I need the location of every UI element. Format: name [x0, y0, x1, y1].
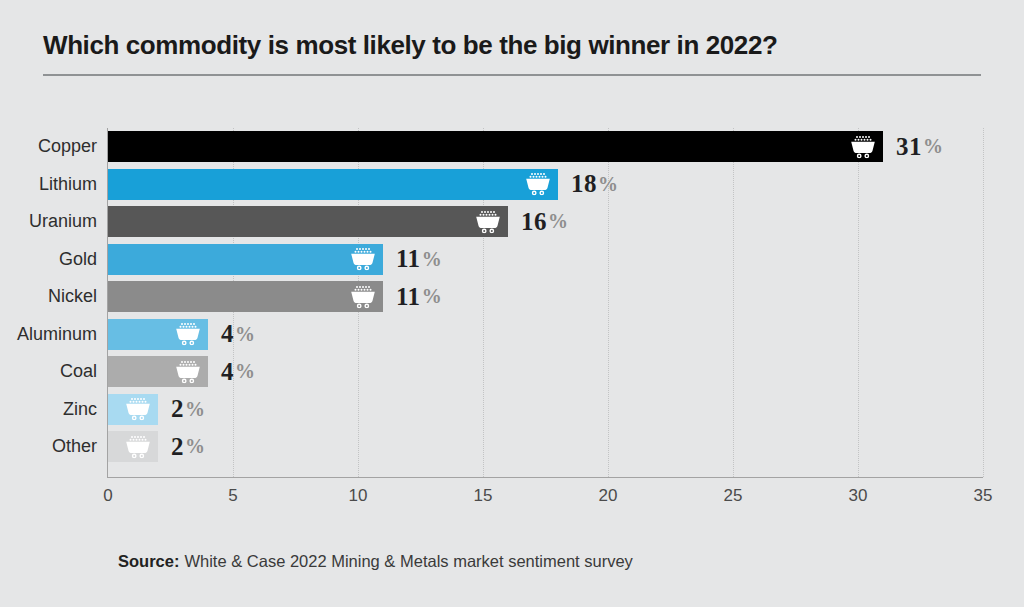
- category-label: Uranium: [0, 206, 97, 237]
- bar: [108, 131, 883, 162]
- category-label: Zinc: [0, 394, 97, 425]
- value-label: 11%: [396, 281, 442, 312]
- value-number: 16: [521, 208, 547, 236]
- value-number: 2: [171, 395, 184, 423]
- gridline: [733, 128, 734, 477]
- category-label: Nickel: [0, 281, 97, 312]
- mine-cart-icon: [349, 285, 377, 308]
- bar: [108, 431, 158, 462]
- source-text: White & Case 2022 Mining & Metals market…: [184, 552, 632, 570]
- value-percent-sign: %: [185, 398, 205, 421]
- bar-chart: 31% 18% 16% 11% 11%: [0, 128, 1024, 607]
- mine-cart-icon: [174, 323, 202, 346]
- value-label: 4%: [221, 356, 255, 387]
- x-tick-label: 25: [724, 486, 743, 506]
- bar: [108, 244, 383, 275]
- x-tick-label: 0: [103, 486, 112, 506]
- x-tick-label: 20: [599, 486, 618, 506]
- bar: [108, 356, 208, 387]
- mine-cart-icon: [349, 248, 377, 271]
- value-percent-sign: %: [548, 210, 568, 233]
- bar: [108, 169, 558, 200]
- mine-cart-icon: [524, 173, 552, 196]
- value-number: 4: [221, 358, 234, 386]
- value-percent-sign: %: [422, 248, 442, 271]
- value-percent-sign: %: [598, 173, 618, 196]
- category-label: Other: [0, 431, 97, 462]
- mine-cart-icon: [849, 135, 877, 158]
- bar: [108, 319, 208, 350]
- x-tick-label: 35: [974, 486, 993, 506]
- x-tick-label: 5: [228, 486, 237, 506]
- bar: [108, 394, 158, 425]
- mine-cart-icon: [474, 210, 502, 233]
- value-label: 2%: [171, 394, 205, 425]
- category-label: Aluminum: [0, 319, 97, 350]
- value-percent-sign: %: [235, 360, 255, 383]
- source-label: Source:: [118, 552, 179, 570]
- gridline: [983, 128, 984, 477]
- value-number: 11: [396, 283, 421, 311]
- bar: [108, 206, 508, 237]
- value-percent-sign: %: [185, 435, 205, 458]
- chart-title: Which commodity is most likely to be the…: [43, 30, 777, 61]
- value-number: 18: [571, 170, 597, 198]
- gridline: [858, 128, 859, 477]
- value-number: 31: [896, 133, 922, 161]
- x-tick-label: 30: [849, 486, 868, 506]
- category-label: Copper: [0, 131, 97, 162]
- category-label: Coal: [0, 356, 97, 387]
- value-percent-sign: %: [923, 135, 943, 158]
- value-number: 11: [396, 245, 421, 273]
- x-tick-label: 10: [349, 486, 368, 506]
- value-number: 2: [171, 433, 184, 461]
- value-label: 4%: [221, 319, 255, 350]
- category-label: Lithium: [0, 169, 97, 200]
- source-note: Source: White & Case 2022 Mining & Metals…: [118, 552, 633, 571]
- title-divider: [43, 74, 981, 76]
- bar: [108, 281, 383, 312]
- x-tick-label: 15: [474, 486, 493, 506]
- value-percent-sign: %: [235, 323, 255, 346]
- mine-cart-icon: [174, 360, 202, 383]
- mine-cart-icon: [124, 398, 152, 421]
- mine-cart-icon: [124, 435, 152, 458]
- plot-area: 31% 18% 16% 11% 11%: [107, 128, 983, 478]
- value-label: 11%: [396, 244, 442, 275]
- value-label: 16%: [521, 206, 568, 237]
- category-label: Gold: [0, 244, 97, 275]
- chart-figure: Which commodity is most likely to be the…: [0, 0, 1024, 607]
- value-label: 18%: [571, 169, 618, 200]
- value-percent-sign: %: [422, 285, 442, 308]
- value-number: 4: [221, 320, 234, 348]
- value-label: 2%: [171, 431, 205, 462]
- value-label: 31%: [896, 131, 943, 162]
